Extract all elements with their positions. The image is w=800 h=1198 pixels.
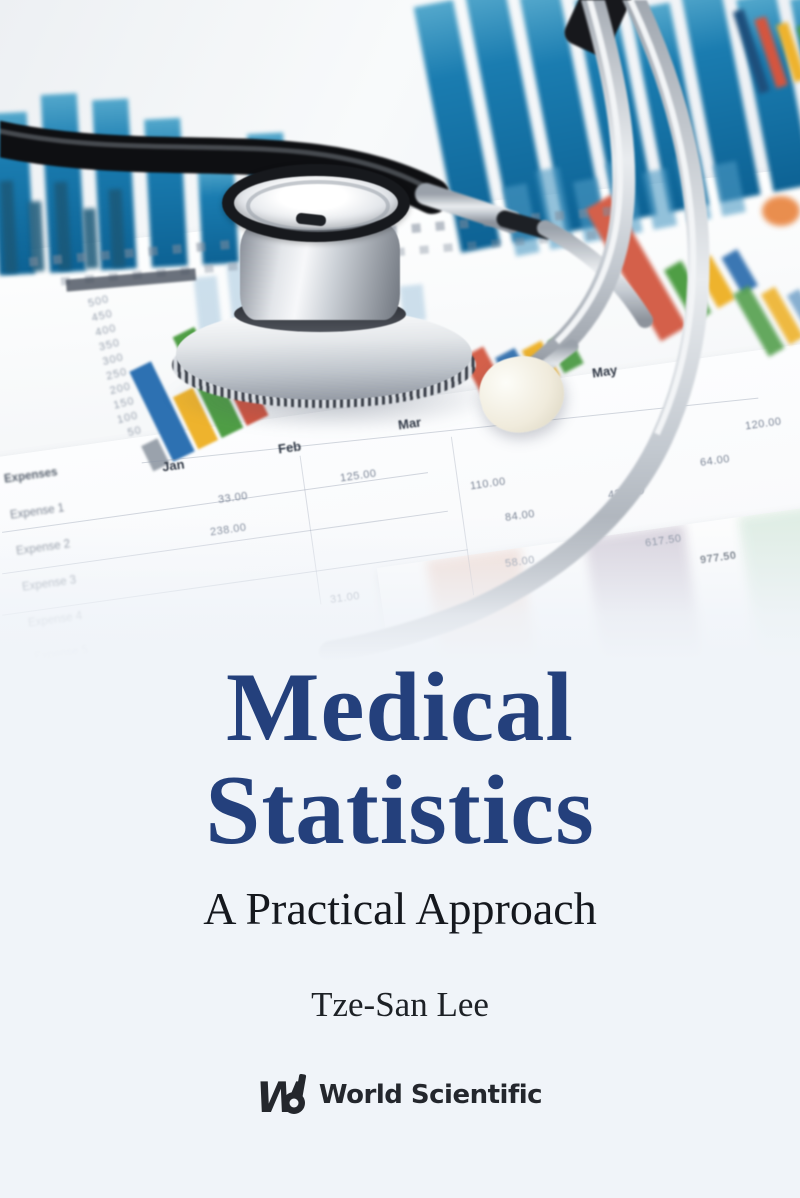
publisher-name: World Scientific: [318, 1080, 543, 1110]
book-title-line-2: Statistics: [205, 756, 595, 865]
chest-piece-inner-ring: [246, 180, 390, 232]
binaural-highlight: [554, 0, 623, 345]
black-tube-highlight: [0, 128, 426, 189]
logo-bowl-hole: [289, 1098, 299, 1108]
cover-photo: 500 450 400 350 300 250 200 150 100 50 J…: [0, 0, 800, 662]
world-scientific-mark-icon: W: [258, 1073, 306, 1118]
binaural-highlight: [627, 0, 697, 436]
title-block: Medical Statistics A Practical Approach …: [0, 656, 800, 1025]
book-subtitle: A Practical Approach: [203, 883, 597, 934]
publisher-logo: W World Scientific: [0, 1072, 800, 1118]
book-title-line-1: Medical: [226, 653, 574, 762]
book-author: Tze-San Lee: [311, 985, 489, 1024]
photo-fade-overlay: [0, 516, 800, 662]
orange-chart-blob: [762, 196, 800, 226]
